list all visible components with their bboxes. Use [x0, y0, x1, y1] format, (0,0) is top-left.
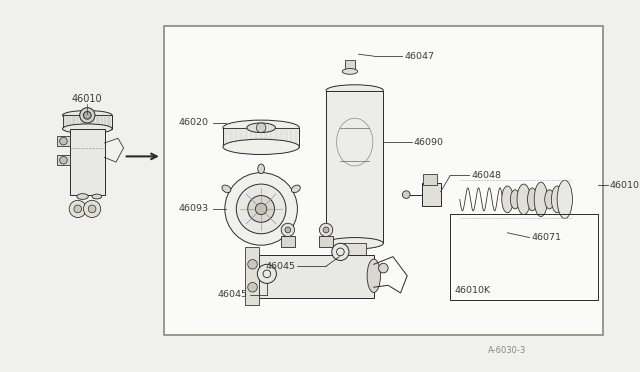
Ellipse shape [502, 186, 513, 213]
Bar [245, 247, 259, 305]
Polygon shape [342, 43, 357, 60]
Ellipse shape [63, 124, 112, 134]
Text: 46045: 46045 [218, 291, 248, 299]
Ellipse shape [552, 186, 563, 213]
Ellipse shape [342, 68, 358, 74]
Ellipse shape [326, 85, 383, 96]
Circle shape [323, 227, 329, 233]
Bar [319, 235, 333, 247]
Circle shape [281, 223, 294, 237]
Circle shape [379, 263, 388, 273]
Ellipse shape [534, 182, 548, 217]
Ellipse shape [247, 123, 275, 132]
Circle shape [257, 264, 276, 283]
Ellipse shape [517, 184, 531, 215]
Circle shape [69, 201, 86, 218]
Bar [424, 174, 437, 185]
Bar [63, 115, 112, 129]
Circle shape [60, 156, 67, 164]
Bar [259, 255, 374, 298]
Circle shape [80, 108, 95, 123]
Text: 46071: 46071 [531, 233, 561, 242]
Ellipse shape [343, 257, 366, 264]
Circle shape [248, 260, 257, 269]
Ellipse shape [557, 180, 572, 218]
Ellipse shape [403, 191, 410, 198]
Bar [281, 235, 294, 247]
Bar [326, 90, 383, 243]
Text: 46010K: 46010K [455, 286, 491, 295]
Circle shape [255, 203, 267, 215]
Circle shape [83, 201, 100, 218]
Text: 46090: 46090 [414, 138, 444, 147]
Ellipse shape [63, 110, 112, 120]
Text: 46045: 46045 [266, 262, 296, 271]
Text: 46048: 46048 [471, 171, 501, 180]
Text: 46047: 46047 [404, 52, 435, 61]
Ellipse shape [326, 238, 383, 249]
Bar [343, 243, 366, 260]
Circle shape [248, 196, 275, 222]
Ellipse shape [545, 190, 554, 209]
Bar [223, 128, 300, 147]
Polygon shape [345, 38, 355, 49]
Ellipse shape [291, 185, 300, 193]
Text: 46020: 46020 [178, 118, 208, 128]
Bar [450, 214, 598, 299]
Ellipse shape [223, 139, 300, 154]
Ellipse shape [92, 194, 102, 199]
Ellipse shape [223, 120, 300, 135]
Circle shape [74, 205, 81, 213]
Circle shape [332, 243, 349, 260]
Ellipse shape [510, 190, 520, 209]
Circle shape [319, 223, 333, 237]
Text: 46010: 46010 [610, 180, 639, 190]
Text: 46010: 46010 [72, 94, 102, 104]
Ellipse shape [258, 164, 264, 174]
Text: A-6030-3: A-6030-3 [488, 346, 527, 355]
Bar [70, 129, 104, 195]
Circle shape [60, 137, 67, 145]
Bar [345, 60, 355, 71]
Ellipse shape [527, 188, 537, 211]
Circle shape [236, 184, 286, 234]
Ellipse shape [77, 194, 88, 199]
Circle shape [248, 282, 257, 292]
Bar [57, 155, 70, 165]
Text: 46093: 46093 [178, 205, 208, 214]
Bar [164, 26, 603, 335]
Circle shape [257, 123, 266, 132]
Circle shape [88, 205, 96, 213]
Ellipse shape [367, 259, 381, 292]
Bar [57, 137, 70, 146]
Circle shape [225, 173, 298, 245]
Ellipse shape [222, 185, 231, 193]
Bar [422, 183, 441, 206]
Circle shape [83, 112, 91, 119]
Circle shape [285, 227, 291, 233]
